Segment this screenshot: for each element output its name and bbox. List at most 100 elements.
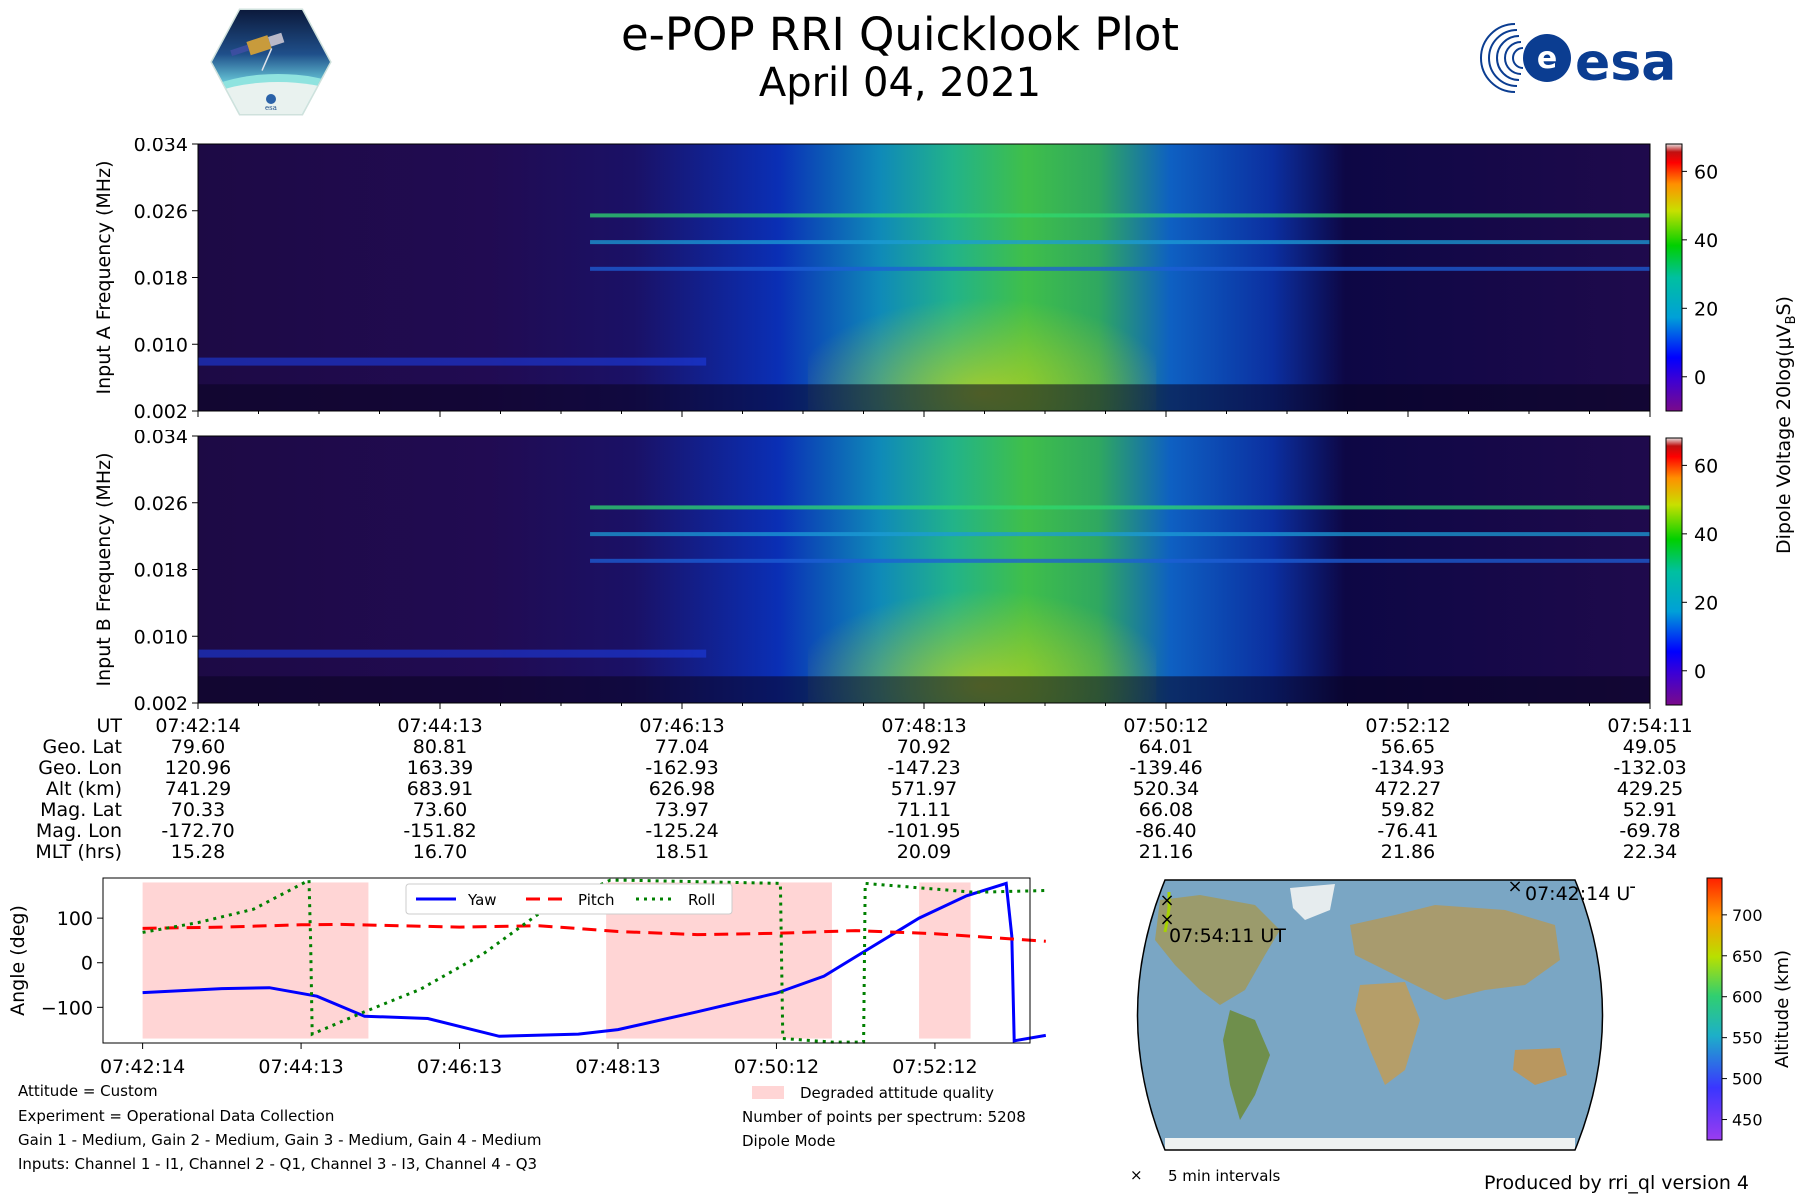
legend-label: Yaw [467, 891, 497, 909]
footer-credit: Produced by rri_ql version 4 [1484, 1172, 1749, 1194]
ephemeris-cell: 52.91 [1622, 799, 1678, 821]
start-marker: × [1507, 876, 1522, 897]
emission-line [590, 505, 1650, 510]
colorbar-tick-label: 40 [1694, 230, 1718, 252]
ephemeris-cell: -151.82 [403, 820, 477, 842]
colorbar-tick-label: 40 [1694, 524, 1718, 546]
ephemeris-cell: 07:46:13 [639, 715, 725, 737]
ephemeris-cell: 70.33 [170, 799, 226, 821]
ephemeris-cell: 07:52:12 [1365, 715, 1451, 737]
x-tick-label: 07:44:13 [258, 1056, 343, 1078]
emission-line [590, 266, 1650, 271]
land-mass [1290, 884, 1335, 920]
ephemeris-cell: 20.09 [896, 841, 952, 863]
ephemeris-cell: 66.08 [1138, 799, 1194, 821]
ephemeris-row-label: Alt (km) [45, 778, 122, 800]
colorbar-tick-label: 60 [1694, 161, 1718, 183]
ephemeris-cell: 683.91 [406, 778, 474, 800]
ephemeris-cell: -76.41 [1377, 820, 1439, 842]
attitude-plot: −100 0 100 07:42:14 07:44:13 07:46:13 07:48:13… [7, 877, 1047, 1078]
emission-line [590, 213, 1650, 218]
dipole-voltage-colorbar: 0 20 40 60 0 20 40 60 Dipole Voltage 20log(μVBS) [1665, 143, 1799, 706]
land-mass [1223, 1010, 1270, 1120]
y-tick-label: 0.002 [134, 693, 188, 715]
info-inputs: Inputs: Channel 1 - I1, Channel 2 - Q1, … [18, 1155, 538, 1173]
x-tick-label: 07:48:13 [575, 1056, 660, 1078]
ephemeris-cell: 21.16 [1138, 841, 1194, 863]
y-tick-label: 0.026 [134, 201, 188, 223]
land-mass [1155, 895, 1280, 1005]
ephemeris-cell: -172.70 [161, 820, 235, 842]
ephemeris-cell: 73.97 [654, 799, 710, 821]
y-tick-label: 0.002 [134, 401, 188, 423]
ephemeris-cell: 56.65 [1380, 736, 1436, 758]
colorbar-tick-label: 20 [1694, 298, 1718, 320]
interval-legend-marker: × [1130, 1166, 1143, 1184]
ephemeris-cell: 120.96 [164, 757, 232, 779]
ephemeris-cell: 571.97 [890, 778, 958, 800]
ephemeris-row-label: Mag. Lat [40, 799, 122, 821]
ephemeris-cell: -162.93 [645, 757, 719, 779]
ephemeris-cell: -132.03 [1613, 757, 1687, 779]
y-tick-label: 0.010 [134, 626, 188, 648]
ephemeris-cell: 70.92 [896, 736, 952, 758]
spectrogram-hot-region [807, 237, 1157, 411]
spectrogram-hot-region [807, 529, 1157, 703]
ephemeris-table: UT Geo. Lat Geo. Lon Alt (km) Mag. Lat Mag. L… [0, 716, 1800, 866]
ephemeris-cell: -69.78 [1619, 820, 1681, 842]
spectrogram-input-a: 0.002 0.010 0.018 0.026 0.034 Input A Frequen… [93, 138, 1651, 423]
ephemeris-cell: 49.05 [1622, 736, 1678, 758]
legend-label: Pitch [578, 891, 615, 909]
globe-outline [1136, 879, 1604, 1151]
interval-marker: × [1159, 909, 1174, 930]
colorbar-gradient [1665, 437, 1683, 706]
ephemeris-row-label: Geo. Lon [38, 757, 122, 779]
y-axis-label: Angle (deg) [7, 905, 29, 1016]
y-tick-label: 0.034 [134, 430, 188, 448]
bottom-band [198, 384, 1650, 411]
svg-text:e: e [1537, 41, 1557, 76]
emission-line [590, 240, 1650, 245]
y-tick-label: 0.018 [134, 560, 188, 582]
ephemeris-cell: 07:54:11 [1607, 715, 1693, 737]
ephemeris-cell: 472.27 [1374, 778, 1442, 800]
ephemeris-cell: 21.86 [1380, 841, 1436, 863]
ephemeris-cell: 73.60 [412, 799, 468, 821]
bottom-band [198, 676, 1650, 703]
colorbar-label: Altitude (km) [1772, 950, 1793, 1068]
y-axis-label: Input B Frequency (MHz) [93, 453, 115, 687]
ephemeris-cell: 77.04 [654, 736, 710, 758]
ephemeris-cell: 15.28 [170, 841, 226, 863]
colorbar-tick-label: 0 [1694, 367, 1706, 389]
emission-line [590, 558, 1650, 563]
ephemeris-cell: 429.25 [1616, 778, 1684, 800]
colorbar-gradient [1665, 143, 1683, 412]
esa-logo-text: esa [1575, 33, 1676, 93]
ephemeris-cell: -86.40 [1135, 820, 1197, 842]
ephemeris-cell: 163.39 [406, 757, 474, 779]
interval-legend-label: 5 min intervals [1168, 1167, 1281, 1185]
figure-date: April 04, 2021 [758, 60, 1042, 106]
x-tick-label: 07:52:12 [892, 1056, 977, 1078]
degraded-span [919, 882, 971, 1039]
ephemeris-cell: 64.01 [1138, 736, 1194, 758]
x-tick-label: 07:42:14 [100, 1056, 185, 1078]
legend-label: Roll [688, 891, 715, 909]
series-line-pitch [142, 922, 1046, 943]
x-tick-label: 07:46:13 [417, 1056, 502, 1078]
degraded-legend-label: Degraded attitude quality [800, 1084, 995, 1102]
y-axis-label: Input A Frequency (MHz) [93, 161, 115, 395]
colorbar-tick-label: 0 [1694, 661, 1706, 683]
ephemeris-cell: 59.82 [1380, 799, 1436, 821]
land-mass [1513, 1048, 1567, 1085]
land-mass [1355, 982, 1420, 1085]
ephemeris-cell: -101.95 [887, 820, 961, 842]
ephemeris-cell: 18.51 [654, 841, 710, 863]
degraded-span [142, 882, 369, 1039]
y-tick-label: 0.034 [134, 138, 188, 156]
series-line-roll [142, 877, 1046, 1044]
ephemeris-row-label: MLT (hrs) [35, 841, 122, 863]
ephemeris-cell: 79.60 [170, 736, 226, 758]
ephemeris-row-label: Mag. Lon [35, 820, 122, 842]
